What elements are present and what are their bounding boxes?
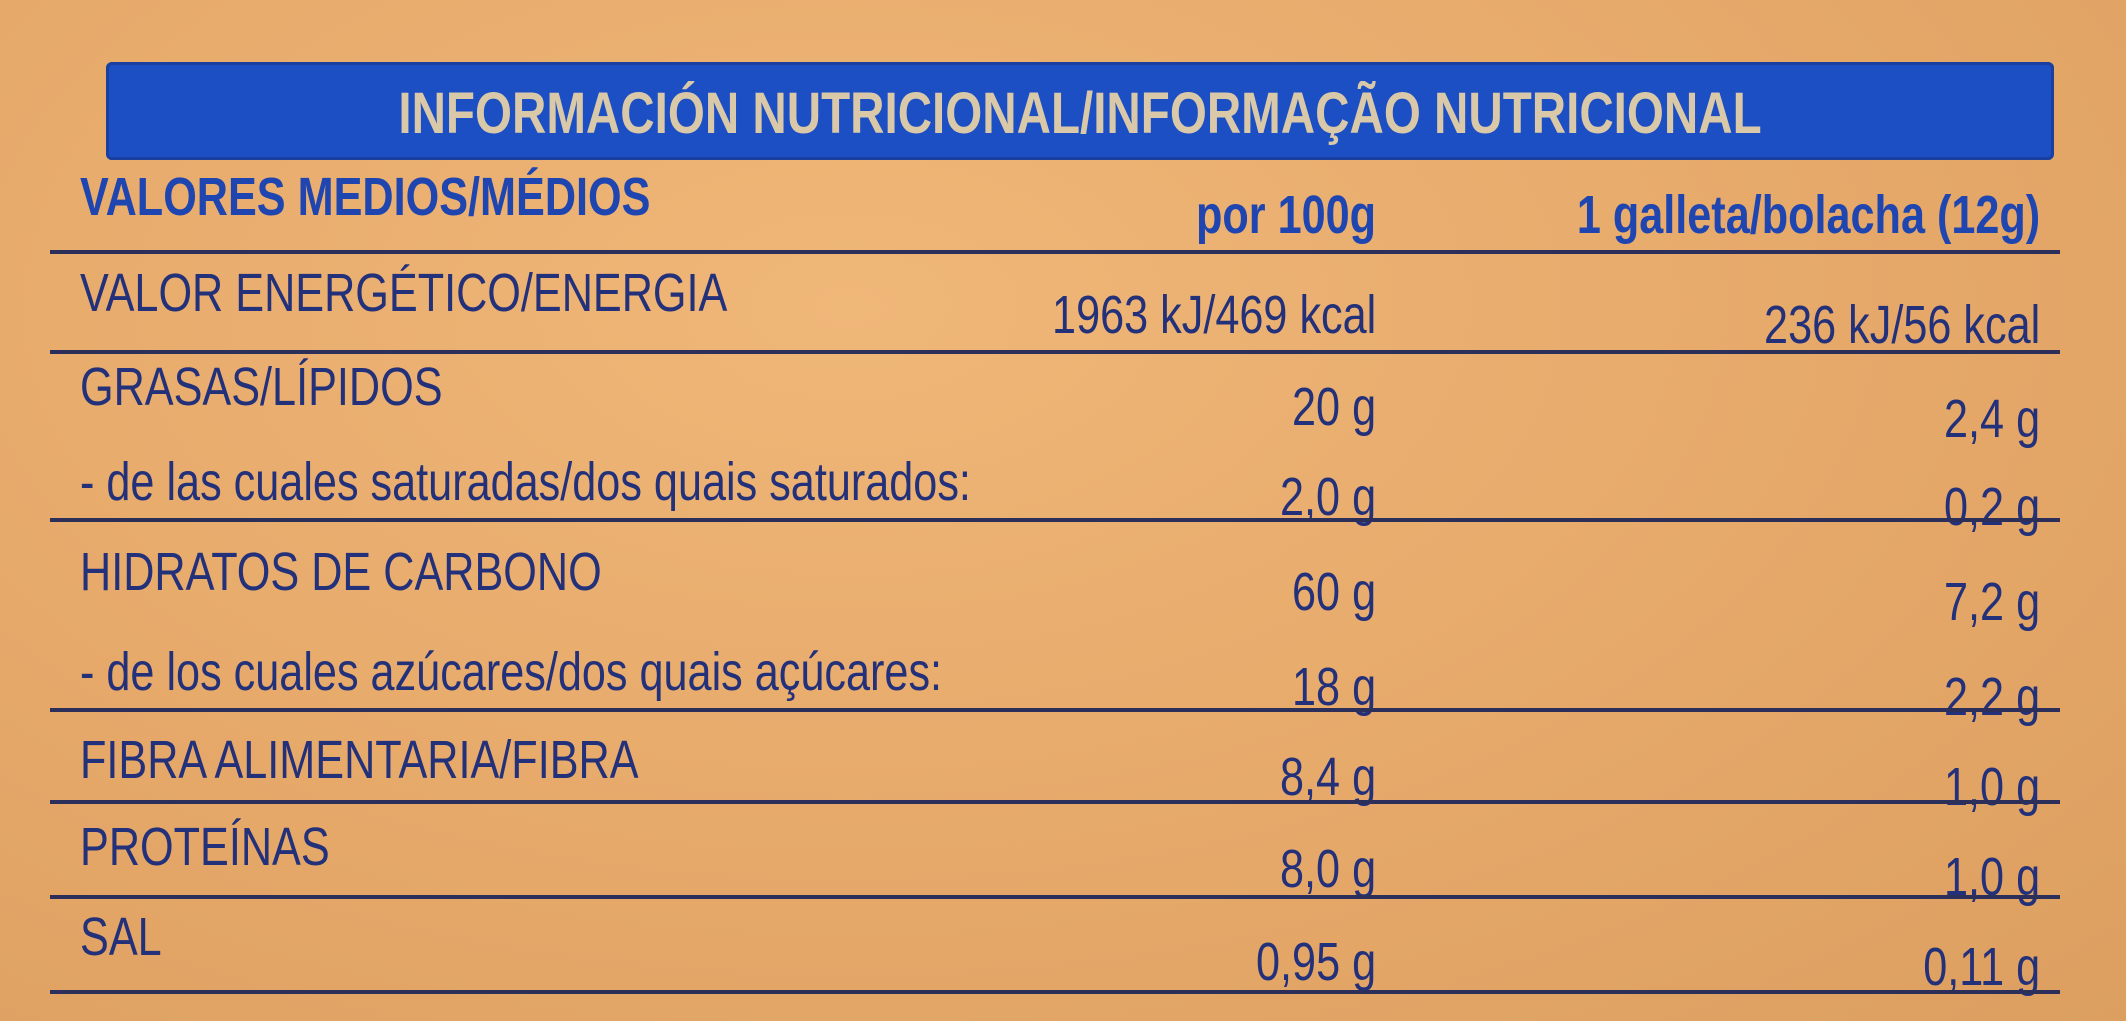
divider <box>50 708 2060 712</box>
row-fat-label: GRASAS/LÍPIDOS <box>80 357 443 417</box>
divider <box>50 895 2060 899</box>
row-fibre-per100: 8,4 g <box>1279 747 1376 807</box>
row-saturated-label: - de las cuales saturadas/dos quais satu… <box>80 452 971 512</box>
row-salt-per-unit: 0,11 g <box>1923 937 2040 997</box>
row-saturated-per-unit: 0,2 g <box>1943 477 2040 537</box>
divider <box>50 250 2060 254</box>
column-header-label: VALORES MEDIOS/MÉDIOS <box>80 167 651 227</box>
divider <box>50 800 2060 804</box>
row-fibre-per-unit: 1,0 g <box>1943 757 2040 817</box>
divider <box>50 350 2060 354</box>
row-protein-per100: 8,0 g <box>1279 839 1376 899</box>
row-fat-per-unit: 2,4 g <box>1943 389 2040 449</box>
row-salt-label: SAL <box>80 907 162 967</box>
table-title-bar: INFORMACIÓN NUTRICIONAL/INFORMAÇÃO NUTRI… <box>106 62 2054 160</box>
row-sugars-per-unit: 2,2 g <box>1943 667 2040 727</box>
row-fat-per100: 20 g <box>1291 377 1376 437</box>
row-sugars-per100: 18 g <box>1291 657 1376 717</box>
column-header-per-unit: 1 galleta/bolacha (12g) <box>1576 185 2040 245</box>
column-header-per100: por 100g <box>1195 185 1376 245</box>
table-title: INFORMACIÓN NUTRICIONAL/INFORMAÇÃO NUTRI… <box>398 81 1762 146</box>
row-sugars-label: - de los cuales azúcares/dos quais açúca… <box>80 642 943 702</box>
row-energy-per-unit: 236 kJ/56 kcal <box>1763 295 2040 355</box>
row-saturated-per100: 2,0 g <box>1279 467 1376 527</box>
row-energy-label: VALOR ENERGÉTICO/ENERGIA <box>80 263 728 323</box>
row-salt-per100: 0,95 g <box>1255 932 1376 992</box>
divider <box>50 990 2060 994</box>
row-carbs-per100: 60 g <box>1291 562 1376 622</box>
row-fibre-label: FIBRA ALIMENTARIA/FIBRA <box>80 730 639 790</box>
row-carbs-label: HIDRATOS DE CARBONO <box>80 542 602 602</box>
row-energy-per100: 1963 kJ/469 kcal <box>1051 285 1376 345</box>
row-protein-label: PROTEÍNAS <box>80 817 330 877</box>
row-carbs-per-unit: 7,2 g <box>1943 572 2040 632</box>
divider <box>50 518 2060 522</box>
